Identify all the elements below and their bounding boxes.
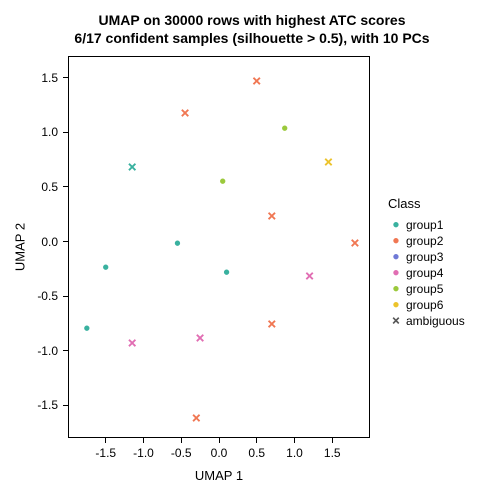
data-point: × — [267, 316, 277, 332]
data-point: × — [127, 159, 137, 175]
x-tick — [105, 438, 106, 443]
data-point: ● — [282, 125, 287, 134]
x-tick — [332, 438, 333, 443]
data-point: ● — [224, 269, 229, 278]
y-axis-label: UMAP 2 — [13, 223, 28, 271]
x-tick-label: -1.5 — [95, 446, 116, 460]
legend-marker-icon: ● — [388, 285, 404, 294]
y-tick — [63, 405, 68, 406]
data-point: × — [180, 105, 190, 121]
data-point: ● — [175, 239, 180, 248]
y-tick-label: -1.0 — [37, 344, 58, 358]
y-tick — [63, 77, 68, 78]
data-point: × — [127, 335, 137, 351]
legend-label: group2 — [406, 234, 443, 248]
legend-item: ×ambiguous — [388, 313, 465, 329]
y-tick — [63, 350, 68, 351]
legend-item: ●group3 — [388, 249, 465, 265]
x-tick-label: -0.5 — [171, 446, 192, 460]
x-tick-label: -1.0 — [133, 446, 154, 460]
data-point: × — [267, 208, 277, 224]
x-tick — [294, 438, 295, 443]
data-point: × — [252, 73, 262, 89]
legend-item: ●group6 — [388, 297, 465, 313]
legend-marker-icon: ● — [388, 237, 404, 246]
data-point: ● — [103, 263, 108, 272]
y-tick-label: -0.5 — [37, 289, 58, 303]
y-tick-label: 0.5 — [41, 180, 58, 194]
x-tick-label: 1.0 — [286, 446, 303, 460]
x-tick — [219, 438, 220, 443]
legend-marker-icon: ● — [388, 221, 404, 230]
data-point: × — [324, 154, 334, 170]
x-tick-label: 0.5 — [248, 446, 265, 460]
y-tick — [63, 241, 68, 242]
legend-marker-icon: ● — [388, 253, 404, 262]
y-tick-label: -1.5 — [37, 398, 58, 412]
data-point: × — [305, 268, 315, 284]
y-tick-label: 1.0 — [41, 125, 58, 139]
legend-label: group3 — [406, 250, 443, 264]
x-tick-label: 0.0 — [211, 446, 228, 460]
legend-item: ●group1 — [388, 217, 465, 233]
x-tick — [256, 438, 257, 443]
legend-marker-icon: ● — [388, 269, 404, 278]
legend-item: ●group5 — [388, 281, 465, 297]
data-point: × — [195, 330, 205, 346]
data-point: × — [192, 410, 202, 426]
data-point: ● — [220, 177, 225, 186]
legend-label: group1 — [406, 218, 443, 232]
legend: Class ●group1●group2●group3●group4●group… — [388, 196, 465, 329]
plot-area — [68, 56, 370, 438]
data-point: × — [350, 235, 360, 251]
legend-label: group4 — [406, 266, 443, 280]
legend-label: group5 — [406, 282, 443, 296]
legend-title: Class — [388, 196, 465, 211]
legend-marker-icon: × — [388, 314, 404, 328]
legend-label: group6 — [406, 298, 443, 312]
x-tick — [181, 438, 182, 443]
legend-item: ●group2 — [388, 233, 465, 249]
x-tick-label: 1.5 — [324, 446, 341, 460]
legend-label: ambiguous — [406, 314, 465, 328]
chart-title-line2: 6/17 confident samples (silhouette > 0.5… — [0, 30, 504, 46]
chart-title-line1: UMAP on 30000 rows with highest ATC scor… — [0, 12, 504, 28]
y-tick — [63, 296, 68, 297]
x-axis-label: UMAP 1 — [195, 468, 243, 483]
legend-item: ●group4 — [388, 265, 465, 281]
x-tick — [143, 438, 144, 443]
legend-marker-icon: ● — [388, 301, 404, 310]
y-tick-label: 0.0 — [41, 235, 58, 249]
data-point: ● — [84, 324, 89, 333]
y-tick — [63, 186, 68, 187]
y-tick-label: 1.5 — [41, 71, 58, 85]
y-tick — [63, 132, 68, 133]
